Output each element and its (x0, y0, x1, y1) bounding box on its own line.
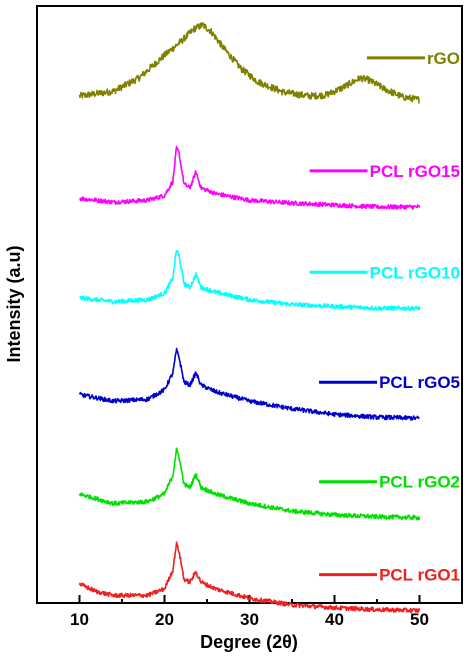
x-tick-label: 50 (410, 610, 429, 629)
legend-label: rGO (427, 49, 460, 68)
legend-label: PCL rGO1 (379, 566, 460, 585)
series-line-rgo (78, 21, 420, 104)
series-line-pcl-rgo1 (78, 541, 421, 614)
x-axis-ticks: 10 20 30 40 50 (36, 595, 463, 629)
legend-label: PCL rGO2 (379, 473, 460, 492)
x-tick-label: 10 (70, 610, 89, 629)
series-line-pcl-rgo5 (78, 347, 420, 421)
x-tick-label: 20 (155, 610, 174, 629)
legend-label: PCL rGO15 (370, 162, 460, 181)
x-tick-label: 30 (240, 610, 259, 629)
legend-label: PCL rGO5 (379, 373, 460, 392)
legend-layer: rGO PCL rGO15 PCL rGO10 PCL rGO5 PCL rGO2 PCL… (309, 49, 460, 585)
series-line-pcl-rgo2 (78, 447, 421, 521)
series-line-pcl-rgo15 (79, 145, 421, 210)
series-line-pcl-rgo10 (79, 250, 421, 312)
y-axis-title: Intensity (a.u) (4, 245, 24, 362)
series-layer (78, 21, 421, 614)
x-tick-label: 40 (325, 610, 344, 629)
legend-label: PCL rGO10 (370, 263, 460, 282)
x-axis-title: Degree (2θ) (200, 632, 298, 652)
